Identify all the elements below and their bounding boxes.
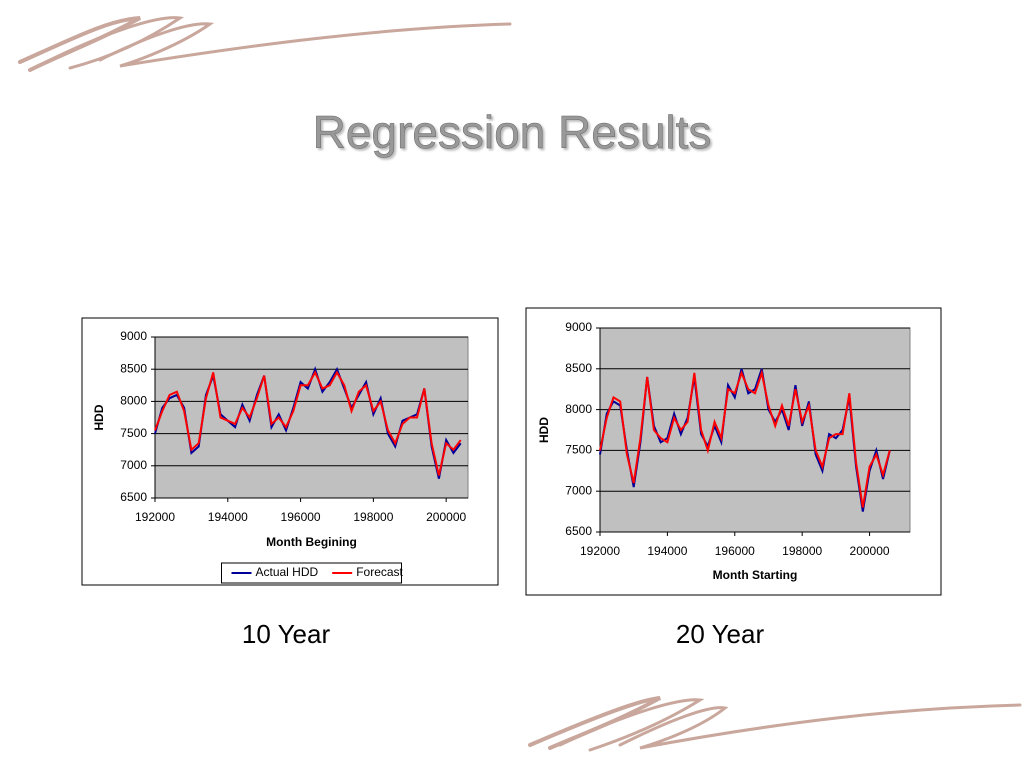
x-axis-label: Month Begining xyxy=(266,535,357,549)
y-axis-label: HDD xyxy=(537,417,551,443)
y-tick-label: 7000 xyxy=(120,458,147,472)
legend-label: Actual HDD xyxy=(256,565,319,579)
y-tick-label: 7500 xyxy=(565,443,592,457)
plot-area xyxy=(599,327,911,533)
legend-label: Forecast xyxy=(356,565,403,579)
decoration xyxy=(18,16,1022,752)
y-tick-label: 7500 xyxy=(120,426,147,440)
x-axis-label: Month Starting xyxy=(713,568,798,582)
series-line xyxy=(599,369,891,508)
y-tick-label: 9000 xyxy=(120,329,147,343)
x-tick-label: 192000 xyxy=(135,510,175,524)
chart-caption: 10 Year xyxy=(242,619,331,649)
x-tick-label: 200000 xyxy=(426,510,466,524)
y-tick-label: 7000 xyxy=(565,483,592,497)
x-tick-label: 196000 xyxy=(715,544,755,558)
x-tick-label: 200000 xyxy=(850,544,890,558)
x-tick-label: 198000 xyxy=(782,544,822,558)
x-tick-label: 192000 xyxy=(580,544,620,558)
x-tick-label: 194000 xyxy=(208,510,248,524)
y-tick-label: 8000 xyxy=(565,402,592,416)
x-tick-label: 194000 xyxy=(647,544,687,558)
y-tick-label: 6500 xyxy=(565,524,592,538)
y-tick-label: 6500 xyxy=(120,490,147,504)
y-tick-label: 8000 xyxy=(120,394,147,408)
x-tick-label: 198000 xyxy=(353,510,393,524)
series-line xyxy=(154,370,462,476)
y-tick-label: 8500 xyxy=(120,361,147,375)
y-tick-label: 8500 xyxy=(565,361,592,375)
y-axis-label: HDD xyxy=(92,404,106,430)
chart-caption: 20 Year xyxy=(676,619,765,649)
slide-title: Regression Results xyxy=(313,106,712,158)
x-tick-label: 196000 xyxy=(281,510,321,524)
legend-box xyxy=(221,562,402,584)
y-tick-label: 9000 xyxy=(565,320,592,334)
